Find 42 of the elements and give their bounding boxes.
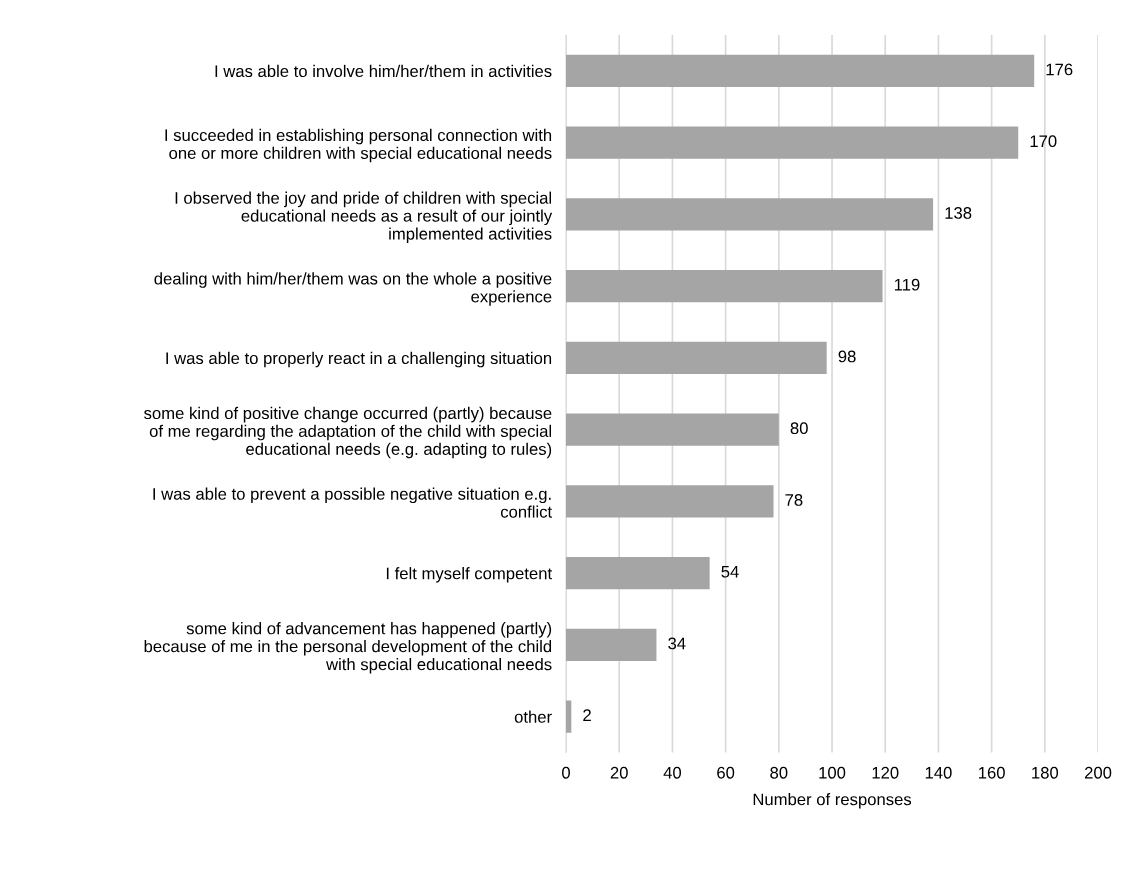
data-label: 80	[790, 422, 808, 435]
x-tick-label: 20	[610, 766, 628, 779]
x-tick-label: 40	[663, 766, 682, 779]
y-tick-label: some kind of advancement has happened (partly) because of me in the personal development of the child with special educational needs	[144, 622, 552, 674]
bar	[566, 54, 1035, 88]
data-label: 34	[668, 637, 686, 650]
y-tick-label: other	[514, 710, 552, 723]
bar	[566, 198, 934, 231]
y-tick-label: some kind of positive change occurred (partly) because of me regarding the adaptation of the child with special educational needs (e.g. adapting to rules)	[144, 406, 552, 459]
data-label: 119	[894, 278, 920, 291]
x-tick-label: 160	[979, 766, 1005, 779]
bar	[566, 126, 1019, 159]
y-tick-label: I succeeded in establishing personal connection with one or more children with special educational needs	[165, 128, 552, 163]
y-tick-label: I observed the joy and pride of children with special educational needs as a result of our jointly implemented activities	[175, 191, 553, 244]
bar	[566, 628, 657, 662]
bar	[566, 413, 779, 446]
y-tick-label: I was able to involve him/her/them in activities	[215, 64, 552, 78]
bar	[566, 556, 710, 590]
x-tick-label: 100	[819, 766, 846, 779]
x-tick-label: 200	[1084, 766, 1112, 779]
y-tick-label: dealing with him/her/them was on the whole a positive experience	[154, 272, 552, 306]
x-tick-label: 140	[925, 766, 952, 779]
data-label: 176	[1046, 63, 1073, 76]
x-axis-title: Number of responses	[753, 793, 912, 809]
x-tick-label: 80	[770, 766, 788, 779]
x-tick-label: 120	[872, 766, 899, 779]
data-label: 54	[721, 565, 739, 578]
bar	[566, 485, 774, 518]
y-tick-label: I was able to prevent a possible negative situation e.g. conflict	[153, 487, 552, 518]
data-label: 138	[945, 207, 972, 219]
data-label: 98	[838, 350, 856, 363]
bar	[566, 269, 883, 303]
data-label: 170	[1030, 135, 1057, 148]
bar	[566, 700, 572, 733]
bar	[566, 341, 827, 375]
data-label: 78	[785, 494, 803, 506]
x-tick-label: 0	[562, 766, 570, 779]
y-tick-label: I felt myself competent	[386, 567, 552, 583]
y-tick-label: I was able to properly react in a challenging situation	[166, 351, 552, 368]
data-label: 2	[583, 709, 591, 721]
x-tick-label: 180	[1032, 766, 1059, 779]
x-tick-label: 60	[717, 766, 735, 779]
